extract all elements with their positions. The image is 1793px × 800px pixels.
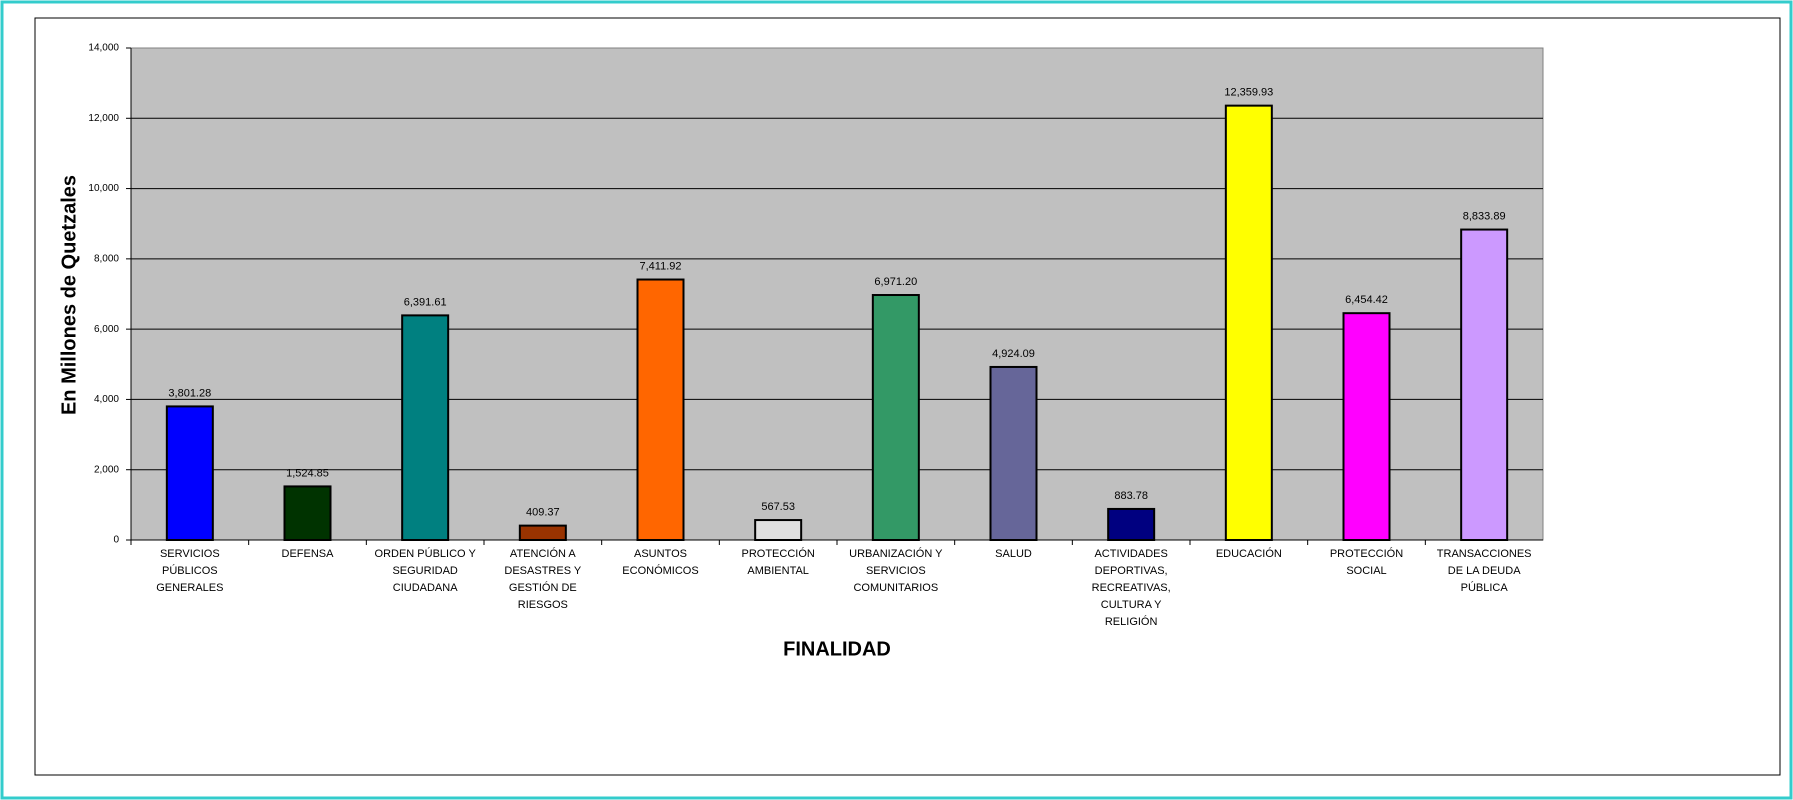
x-tick-label: URBANIZACIÓN Y SERVICIOS COMUNITARIOS [849, 548, 943, 594]
bar [518, 524, 567, 542]
bar [1342, 312, 1391, 542]
bar [871, 294, 920, 541]
y-tick-label: 8,000 [94, 253, 119, 264]
value-label: 883.78 [1114, 490, 1148, 502]
y-tick-label: 0 [113, 535, 119, 546]
bar [754, 519, 803, 541]
y-tick-label: 6,000 [94, 324, 119, 335]
x-tick-label: ASUNTOS ECONÓMICOS [622, 548, 699, 577]
x-tick-label: SERVICIOS PÚBLICOS GENERALES [156, 548, 224, 594]
value-label: 3,801.28 [168, 387, 211, 399]
x-tick-label: ORDEN PÚBLICO Y SEGURIDAD CIUDADANA [374, 548, 476, 594]
y-axis-title: En Millones de Quetzales [58, 175, 80, 415]
value-label: 6,971.20 [874, 276, 917, 288]
bar [283, 485, 332, 541]
y-tick-label: 2,000 [94, 464, 119, 475]
bar [1107, 507, 1156, 541]
x-axis-title: FINALIDAD [783, 638, 891, 660]
bar [989, 365, 1038, 541]
x-tick-label: ACTIVIDADES DEPORTIVAS, RECREATIVAS, CUL… [1091, 548, 1171, 628]
x-tick-label: DEFENSA [281, 548, 334, 560]
y-tick-label: 14,000 [88, 43, 119, 54]
value-label: 6,391.61 [404, 296, 447, 308]
plot-area [130, 47, 1544, 541]
bar [401, 314, 450, 541]
x-tick-label: SALUD [995, 548, 1032, 560]
x-tick-label: EDUCACIÓN [1215, 548, 1282, 560]
bar [636, 278, 685, 541]
x-tick-label: ATENCIÓN A DESASTRES Y GESTIÓN DE RIESGO… [504, 548, 582, 611]
bar [165, 405, 214, 542]
x-tick-label: PROTECCIÓN SOCIAL [1329, 548, 1404, 577]
x-tick-label: PROTECCIÓN AMBIENTAL [741, 548, 815, 577]
value-label: 7,411.92 [639, 260, 681, 272]
bar [1224, 104, 1273, 541]
y-tick-label: 12,000 [88, 113, 119, 124]
bar [1460, 228, 1509, 541]
value-label: 567.53 [761, 501, 795, 513]
y-tick-label: 4,000 [94, 394, 119, 405]
value-label: 409.37 [526, 507, 560, 519]
value-label: 1,524.85 [286, 467, 329, 479]
value-label: 12,359.93 [1224, 87, 1273, 99]
x-tick-label: TRANSACCIONES DE LA DEUDA PÚBLICA [1436, 548, 1532, 594]
value-label: 6,454.42 [1345, 294, 1388, 306]
value-label: 8,833.89 [1463, 210, 1506, 222]
value-label: 4,924.09 [992, 348, 1035, 360]
y-tick-label: 10,000 [88, 183, 119, 194]
